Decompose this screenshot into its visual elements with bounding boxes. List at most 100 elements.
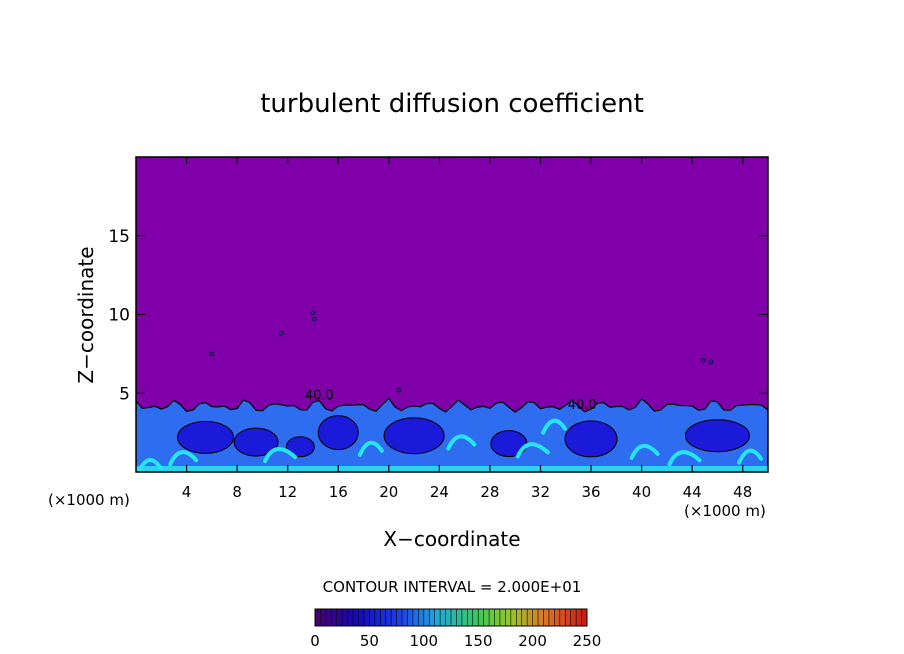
contour-label: 40.0 <box>568 398 597 413</box>
contour-labels: 40.0 40.0 <box>305 389 597 413</box>
colorbar-cell <box>363 609 370 626</box>
colorbar-cell <box>451 609 457 626</box>
colorbar-cell <box>521 609 528 626</box>
colorbar-cell <box>331 609 337 626</box>
colorbar: 0 50 100 150 200 250 <box>310 608 601 650</box>
colorbar-cell <box>380 609 386 626</box>
colorbar-cell <box>391 609 397 626</box>
colorbar-cell <box>440 609 446 626</box>
colorbar-cell <box>548 609 555 626</box>
y-axis: 5 10 15 <box>108 227 768 404</box>
colorbar-cell <box>461 609 468 626</box>
colorbar-cell <box>342 609 348 626</box>
high-value-streak <box>168 450 199 467</box>
colorbar-cell <box>489 609 495 626</box>
colorbar-cell <box>510 609 517 626</box>
y-tick-label: 10 <box>108 306 130 326</box>
y-tick-label: 15 <box>108 227 130 247</box>
colorbar-tick-label: 200 <box>518 632 547 650</box>
high-value-streak <box>667 450 702 467</box>
colorbar-cell <box>472 609 479 626</box>
colorbar-frame <box>314 608 588 627</box>
colorbar-cell <box>445 609 451 626</box>
colorbar-cell <box>538 609 544 626</box>
colorbar-cell <box>347 609 354 626</box>
high-value-streak <box>737 448 764 465</box>
spot <box>311 316 317 322</box>
vortex-core <box>233 427 279 457</box>
colorbar-cell <box>315 609 321 626</box>
y-tick-label: 5 <box>119 384 130 404</box>
high-value-streak <box>446 434 477 451</box>
colorbar-cell <box>407 609 413 626</box>
colorbar-tick-label: 100 <box>409 632 438 650</box>
colorbar-cell <box>494 609 500 626</box>
colorbar-ticks: 0 50 100 150 200 250 <box>310 632 601 650</box>
x-tick-label: 24 <box>430 483 449 501</box>
x-tick-label: 32 <box>531 483 550 501</box>
high-value-streak <box>541 418 568 435</box>
high-value-streak <box>515 442 550 459</box>
vortex-core <box>564 420 618 458</box>
colorbar-cell <box>374 609 381 626</box>
x-unit-label-right: (×1000 m) <box>684 502 766 520</box>
colorbar-cell <box>483 609 490 626</box>
chart-title: turbulent diffusion coefficient <box>260 89 644 119</box>
colorbar-cell <box>402 609 408 626</box>
x-tick-label: 4 <box>182 483 192 501</box>
colorbar-cell <box>559 609 566 626</box>
spot <box>396 387 402 393</box>
spot <box>701 357 706 363</box>
high-value-streak <box>357 440 384 457</box>
spot <box>209 351 215 357</box>
spot <box>708 359 714 364</box>
vortex-core <box>285 436 315 458</box>
colorbar-cell <box>570 609 577 626</box>
colorbar-cell <box>434 609 441 626</box>
colorbar-cell <box>325 609 332 626</box>
x-tick-label: 28 <box>480 483 499 501</box>
vortex-core <box>684 419 750 453</box>
colorbar-tick-label: 150 <box>464 632 493 650</box>
x-tick-label: 44 <box>683 483 702 501</box>
spot <box>279 331 284 336</box>
colorbar-tick-label: 250 <box>573 632 602 650</box>
vortex-core <box>317 415 359 451</box>
colorbar-cell <box>429 609 435 626</box>
colorbar-cell <box>412 609 419 626</box>
x-axis: 4 8 12 16 20 24 28 32 36 40 44 48 <box>182 157 752 501</box>
colorbar-cell <box>565 609 571 626</box>
high-value-streak <box>263 447 298 464</box>
colorbar-cell <box>532 609 539 626</box>
contour-label: 40.0 <box>305 389 334 404</box>
colorbar-cell <box>478 609 484 626</box>
vortex-core <box>383 417 445 455</box>
colorbar-cell <box>396 609 403 626</box>
y-axis-label: Z−coordinate <box>74 246 98 383</box>
x-tick-label: 16 <box>329 483 348 501</box>
plot-area <box>135 156 769 473</box>
colorbar-stripes <box>314 609 587 626</box>
x-unit-label-left: (×1000 m) <box>48 491 130 509</box>
colorbar-cell <box>543 609 549 626</box>
colorbar-cell <box>499 609 506 626</box>
spot <box>310 310 316 316</box>
x-tick-label: 40 <box>632 483 651 501</box>
colorbar-cell <box>554 609 560 626</box>
colorbar-tick-label: 0 <box>310 632 320 650</box>
x-tick-label: 8 <box>232 483 242 501</box>
contour-interval-text: CONTOUR INTERVAL = 2.000E+01 <box>323 578 582 596</box>
colorbar-cell <box>467 609 473 626</box>
x-tick-label: 20 <box>379 483 398 501</box>
colorbar-cell <box>369 609 375 626</box>
isolated-turbulence-spots <box>209 310 714 393</box>
colorbar-cell <box>336 609 343 626</box>
high-value-streak <box>629 443 660 460</box>
x-tick-label: 12 <box>278 483 297 501</box>
colorbar-cell <box>456 609 462 626</box>
x-axis-label: X−coordinate <box>383 527 520 551</box>
surface-band <box>136 466 768 472</box>
colorbar-cell <box>353 609 359 626</box>
turbulent-layer <box>136 397 768 472</box>
